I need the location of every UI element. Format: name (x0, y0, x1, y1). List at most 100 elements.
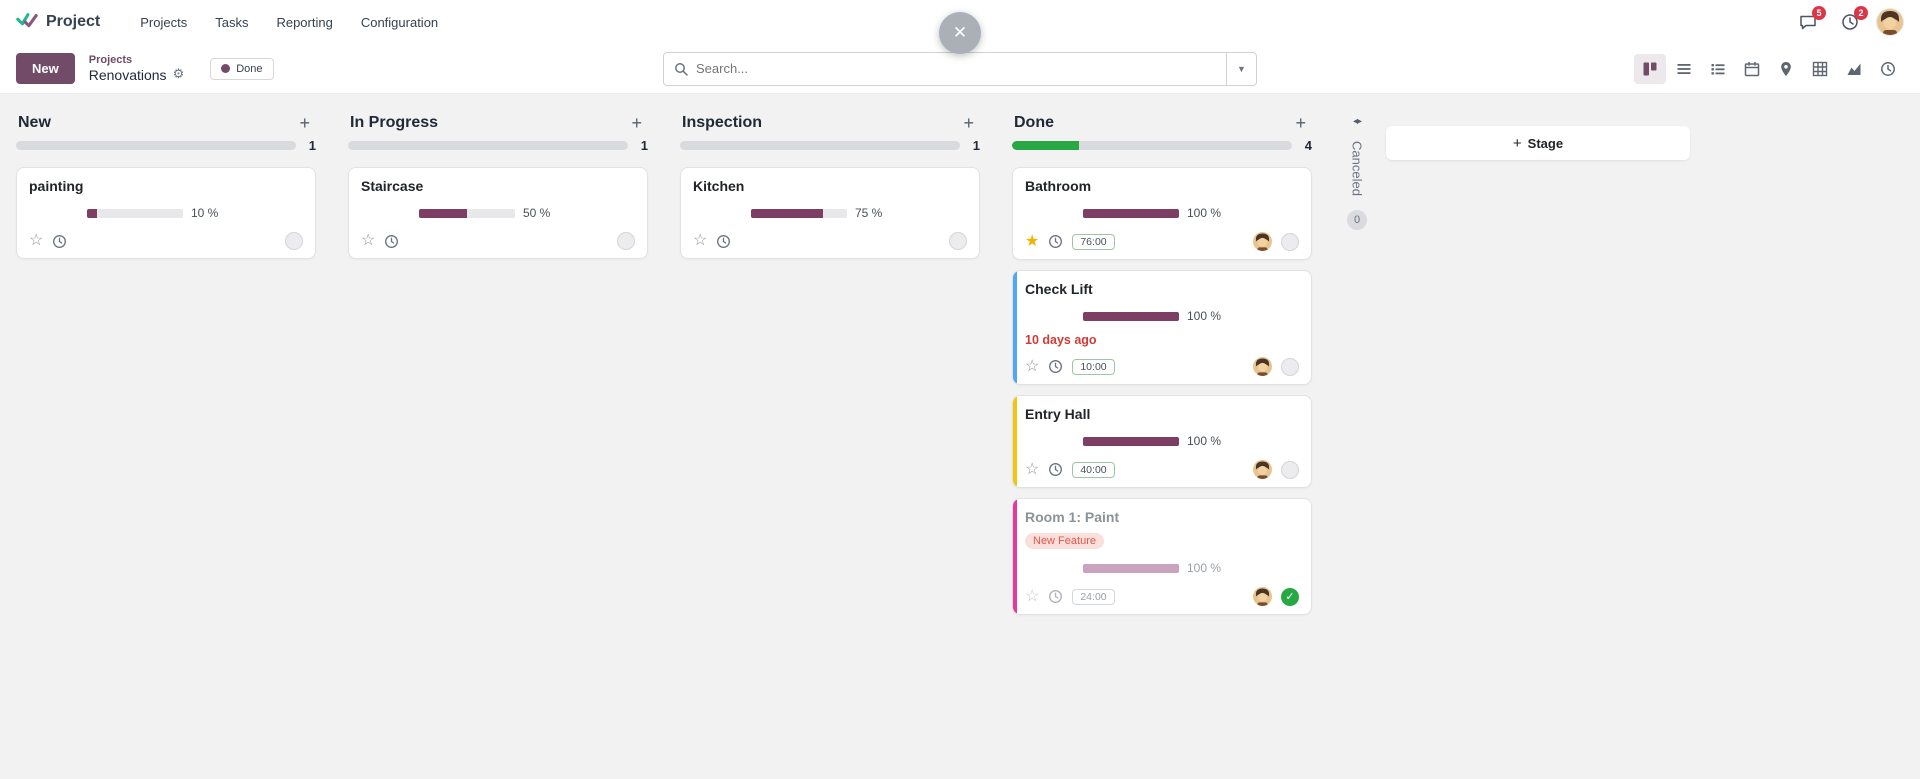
task-card-painting[interactable]: painting 10 % ☆ (16, 167, 316, 259)
card-color-accent (1013, 396, 1017, 487)
column-progressbar[interactable] (348, 141, 628, 150)
allocated-hours-badge[interactable]: 40:00 (1072, 461, 1115, 478)
column-canceled-collapsed[interactable]: ◂▸ Canceled 0 (1344, 112, 1370, 230)
column-title[interactable]: Done (1014, 114, 1054, 131)
star-icon[interactable]: ☆ (1025, 587, 1040, 605)
clock-icon[interactable] (1048, 462, 1063, 477)
graph-view-button[interactable] (1838, 54, 1870, 84)
column-title[interactable]: Inspection (682, 114, 763, 131)
task-card-staircase[interactable]: Staircase 50 % ☆ (348, 167, 648, 259)
menu-configuration[interactable]: Configuration (360, 14, 439, 30)
new-button[interactable]: New (16, 53, 75, 84)
star-icon-filled[interactable]: ★ (1025, 232, 1040, 250)
breadcrumb-projects-link[interactable]: Projects (88, 54, 133, 67)
column-progressbar[interactable] (16, 141, 296, 150)
star-icon[interactable]: ☆ (1025, 460, 1040, 478)
menu-tasks[interactable]: Tasks (215, 14, 249, 30)
facet-color-dot (221, 64, 231, 73)
column-title[interactable]: New (18, 114, 51, 131)
star-icon[interactable]: ☆ (29, 232, 44, 249)
gear-icon[interactable]: ⚙ (172, 66, 185, 82)
map-view-button[interactable] (1770, 54, 1802, 84)
task-progress: 10 % (87, 206, 303, 220)
expand-column-icon[interactable]: ◂▸ (1352, 116, 1362, 127)
activities-button[interactable]: 2 (1834, 6, 1868, 38)
add-card-icon[interactable]: + (299, 113, 310, 133)
add-card-icon[interactable]: + (631, 113, 642, 133)
pivot-view-button[interactable] (1804, 54, 1836, 84)
breadcrumb: Projects Renovations ⚙ (89, 54, 184, 83)
assignee-avatar[interactable] (1253, 587, 1272, 606)
app-logo-icon[interactable] (16, 11, 38, 33)
clock-icon[interactable] (716, 234, 731, 249)
user-avatar[interactable] (1876, 8, 1904, 36)
calendar-view-button[interactable] (1736, 54, 1768, 84)
view-switcher (1634, 53, 1904, 84)
list-view-button[interactable] (1668, 54, 1700, 84)
tag-new-feature[interactable]: New Feature (1025, 533, 1104, 549)
task-state-circle[interactable] (1281, 357, 1299, 376)
allocated-hours-badge[interactable]: 76:00 (1072, 233, 1115, 250)
task-title[interactable]: Staircase (361, 178, 424, 194)
app-name[interactable]: Project (46, 13, 101, 30)
column-count: 1 (972, 138, 980, 153)
star-icon[interactable]: ☆ (693, 232, 708, 249)
task-title[interactable]: Check Lift (1025, 281, 1093, 297)
task-state-circle[interactable] (949, 232, 967, 250)
task-progress-label: 100 % (1187, 309, 1222, 323)
messages-button[interactable]: 5 (1792, 6, 1826, 38)
collapsed-column-title[interactable]: Canceled (1349, 141, 1365, 196)
add-stage-button[interactable]: + Stage (1386, 126, 1690, 160)
task-title[interactable]: Room 1: Paint (1025, 509, 1120, 525)
task-progress: 100 % (1083, 434, 1299, 448)
clock-icon[interactable] (1048, 589, 1063, 604)
column-count: 1 (308, 138, 316, 153)
star-icon[interactable]: ☆ (361, 232, 376, 249)
column-progressbar[interactable] (680, 141, 960, 150)
task-title[interactable]: painting (29, 178, 84, 194)
clock-icon[interactable] (52, 234, 67, 249)
activities-badge: 2 (1854, 6, 1868, 20)
allocated-hours-badge[interactable]: 10:00 (1072, 358, 1115, 375)
activity-view-button[interactable] (1872, 54, 1904, 84)
task-title[interactable]: Bathroom (1025, 178, 1092, 194)
task-card-check-lift[interactable]: Check Lift 100 % 10 days ago ☆ 10:00 (1012, 270, 1312, 385)
column-progressbar[interactable] (1012, 141, 1292, 150)
task-progress: 50 % (419, 206, 635, 220)
task-state-circle[interactable] (617, 232, 635, 250)
assignee-avatar[interactable] (1253, 460, 1272, 479)
column-title[interactable]: In Progress (350, 114, 439, 131)
search-input[interactable] (696, 61, 1226, 76)
clock-icon[interactable] (1048, 359, 1063, 374)
search-dropdown-toggle[interactable]: ▼ (1226, 52, 1256, 85)
plus-icon: + (1512, 134, 1522, 152)
add-card-icon[interactable]: + (963, 113, 974, 133)
add-card-icon[interactable]: + (1295, 113, 1306, 133)
task-title[interactable]: Kitchen (693, 178, 745, 194)
graph-icon (1847, 63, 1861, 75)
assignee-avatar[interactable] (1253, 232, 1272, 251)
kanban-view-button[interactable] (1634, 53, 1666, 84)
task-title[interactable]: Entry Hall (1025, 406, 1091, 422)
filter-facet-done[interactable]: Done (210, 57, 274, 80)
task-card-kitchen[interactable]: Kitchen 75 % ☆ (680, 167, 980, 259)
menu-projects[interactable]: Projects (140, 14, 188, 30)
task-card-bathroom[interactable]: Bathroom 100 % ★ 76:00 (1012, 167, 1312, 260)
assignee-avatar[interactable] (1253, 357, 1272, 376)
task-card-room-1-paint[interactable]: Room 1: Paint New Feature 100 % ☆ 24:00 … (1012, 498, 1312, 615)
list-detail-view-button[interactable] (1702, 54, 1734, 84)
menu-reporting[interactable]: Reporting (276, 14, 333, 30)
clock-icon[interactable] (1048, 234, 1063, 249)
messages-badge: 5 (1812, 6, 1826, 20)
facet-label: Done (236, 62, 263, 75)
task-state-circle[interactable] (1281, 460, 1299, 479)
task-card-entry-hall[interactable]: Entry Hall 100 % ☆ 40:00 (1012, 395, 1312, 488)
task-done-check-icon[interactable]: ✓ (1281, 587, 1299, 606)
task-state-circle[interactable] (1281, 232, 1299, 251)
task-state-circle[interactable] (285, 232, 303, 250)
close-overlay-button[interactable]: ✕ (939, 12, 981, 54)
clock-icon[interactable] (384, 234, 399, 249)
star-icon[interactable]: ☆ (1025, 357, 1040, 375)
allocated-hours-badge[interactable]: 24:00 (1072, 588, 1115, 605)
column-count: 1 (640, 138, 648, 153)
